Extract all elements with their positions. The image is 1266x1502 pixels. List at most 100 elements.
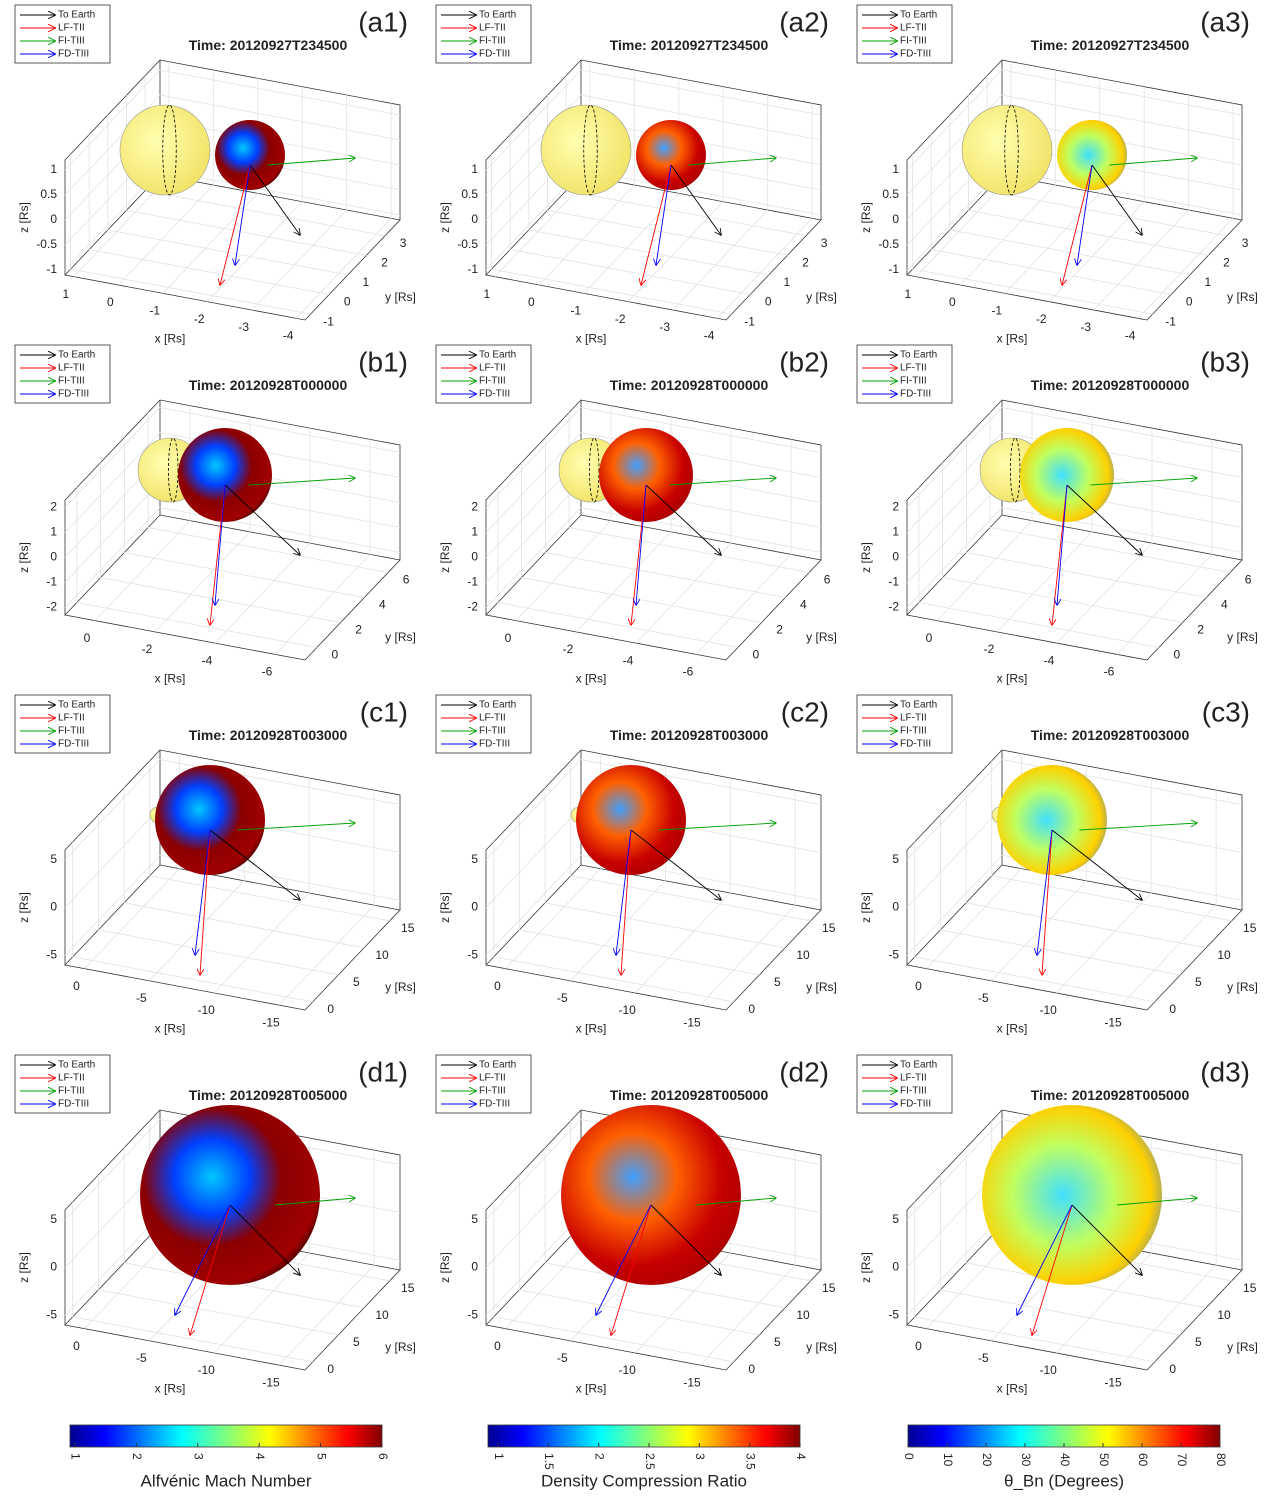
- grid-line: [966, 437, 1207, 598]
- grid-line: [485, 507, 822, 608]
- x-tick-label: -15: [683, 1015, 701, 1029]
- legend-label: FD-TIII: [900, 49, 931, 60]
- panel-label: (c1): [360, 696, 408, 727]
- z-tick-label: -5: [467, 948, 478, 962]
- y-tick-label: 0: [344, 295, 351, 309]
- x-axis-label: x [Rs]: [576, 332, 607, 346]
- grid-line: [493, 1201, 734, 1363]
- grid-line: [545, 437, 786, 598]
- grid-line: [528, 114, 769, 276]
- panel-label: (a2): [779, 6, 829, 37]
- colorbar-tick-label: 80: [1214, 1453, 1228, 1467]
- grid-line: [906, 407, 1243, 508]
- panel: 0 -2 -4 -6 0 2 4 6 -2 -1 0 1 2 x [Rs] y [Rs] z [Rs] To E…: [856, 344, 1258, 686]
- x-tick-label: -5: [978, 991, 989, 1005]
- x-tick-label: -6: [262, 665, 273, 679]
- y-tick-label: 0: [1186, 295, 1193, 309]
- vector-arrow: [669, 478, 777, 486]
- grid-line: [672, 95, 769, 311]
- x-tick-label: -15: [683, 1375, 701, 1389]
- grid-line: [72, 841, 313, 1003]
- vector-arrow: [1071, 1204, 1142, 1275]
- vector-arrow: [630, 829, 721, 900]
- panel-label: (c2): [781, 696, 829, 727]
- x-tick-label: -4: [283, 329, 294, 343]
- z-axis-label: z [Rs]: [17, 1252, 31, 1283]
- z-tick-label: -2: [46, 600, 57, 614]
- y-tick-label: 2: [776, 623, 783, 637]
- x-tick-label: -3: [659, 320, 670, 334]
- grid-line: [930, 134, 1172, 295]
- z-tick-label: 1: [892, 162, 899, 176]
- z-tick-label: 0.5: [40, 187, 57, 201]
- vector-arrow: [695, 1198, 776, 1206]
- grid-line: [1137, 103, 1234, 319]
- grid-line: [519, 814, 760, 976]
- vector-arrow: [688, 158, 777, 166]
- grid-line: [485, 94, 822, 196]
- vector-arrow: [274, 1198, 355, 1206]
- legend-label: FI-TIII: [900, 376, 927, 387]
- panel-label: (c3): [1202, 696, 1250, 727]
- shock-sphere: [997, 765, 1107, 875]
- panel-label: (b1): [358, 346, 408, 377]
- grid-line: [64, 407, 401, 508]
- legend-label: LF-TII: [900, 1073, 927, 1084]
- colorbar-tick-label: 1.5: [542, 1453, 556, 1470]
- grid-line: [991, 760, 1232, 922]
- y-tick-label: 0: [327, 1362, 334, 1376]
- y-tick-label: 10: [375, 1308, 389, 1322]
- grid-line: [100, 462, 341, 623]
- vector-arrow: [190, 1204, 231, 1335]
- grid-line: [107, 114, 348, 276]
- panel: 0 -5 -10 -15 0 5 10 15 -5 0 5 x [Rs] y [Rs] z [Rs] To …: [435, 1054, 837, 1396]
- legend-label: To Earth: [58, 10, 95, 21]
- z-axis-label: z [Rs]: [17, 892, 31, 923]
- shock-sphere: [982, 1105, 1162, 1285]
- legend-label: FD-TIII: [900, 739, 931, 750]
- z-tick-label: 0: [471, 212, 478, 226]
- legend-label: FI-TIII: [58, 36, 85, 47]
- grid-line: [1048, 86, 1145, 302]
- legend-label: FD-TIII: [900, 1099, 931, 1110]
- grid-line: [118, 70, 214, 286]
- grid-line: [123, 787, 365, 949]
- sun-meridian: [167, 437, 179, 503]
- legend-label: To Earth: [58, 1060, 95, 1071]
- y-tick-label: 5: [353, 1335, 360, 1349]
- legend-label: To Earth: [58, 350, 95, 361]
- y-tick-label: 6: [824, 573, 831, 587]
- x-axis-label: x [Rs]: [576, 1382, 607, 1396]
- z-tick-label: 2: [892, 500, 899, 514]
- y-tick-label: 0: [1174, 648, 1181, 662]
- colorbar-tick-label: 3.5: [744, 1453, 758, 1470]
- z-tick-label: 0: [471, 900, 478, 914]
- y-tick-label: 3: [400, 236, 407, 250]
- shock-sphere: [155, 765, 265, 875]
- panel: 0 -5 -10 -15 0 5 10 15 -5 0 5 x [Rs] y [Rs] z [Rs] To …: [856, 694, 1258, 1036]
- grid-line: [716, 103, 813, 319]
- y-tick-label: 0: [748, 1362, 755, 1376]
- y-tick-label: 10: [796, 1308, 810, 1322]
- vector-arrow: [249, 164, 300, 235]
- vector-arrow: [670, 164, 721, 235]
- grid-line: [206, 86, 303, 302]
- z-tick-label: 0: [892, 900, 899, 914]
- x-axis-label: x [Rs]: [155, 1382, 186, 1396]
- y-axis-label: y [Rs]: [1227, 980, 1258, 994]
- colorbar-tick-label: 4: [794, 1453, 808, 1460]
- vector-arrow: [1042, 829, 1053, 975]
- sun-meridian: [162, 104, 177, 196]
- colorbar-tick-label: 70: [1175, 1453, 1189, 1467]
- colorbar-tick-label: 1: [492, 1453, 506, 1460]
- vector-arrow: [224, 484, 300, 555]
- x-tick-label: -15: [262, 1375, 280, 1389]
- grid-line: [940, 1174, 1181, 1336]
- grid-line: [124, 437, 365, 598]
- x-axis-label: x [Rs]: [155, 672, 186, 686]
- x-tick-label: -10: [1040, 1363, 1058, 1377]
- grid-line: [485, 759, 822, 860]
- vector-arrow: [1051, 829, 1142, 900]
- vector-arrow: [1066, 484, 1142, 555]
- legend-label: To Earth: [900, 10, 937, 21]
